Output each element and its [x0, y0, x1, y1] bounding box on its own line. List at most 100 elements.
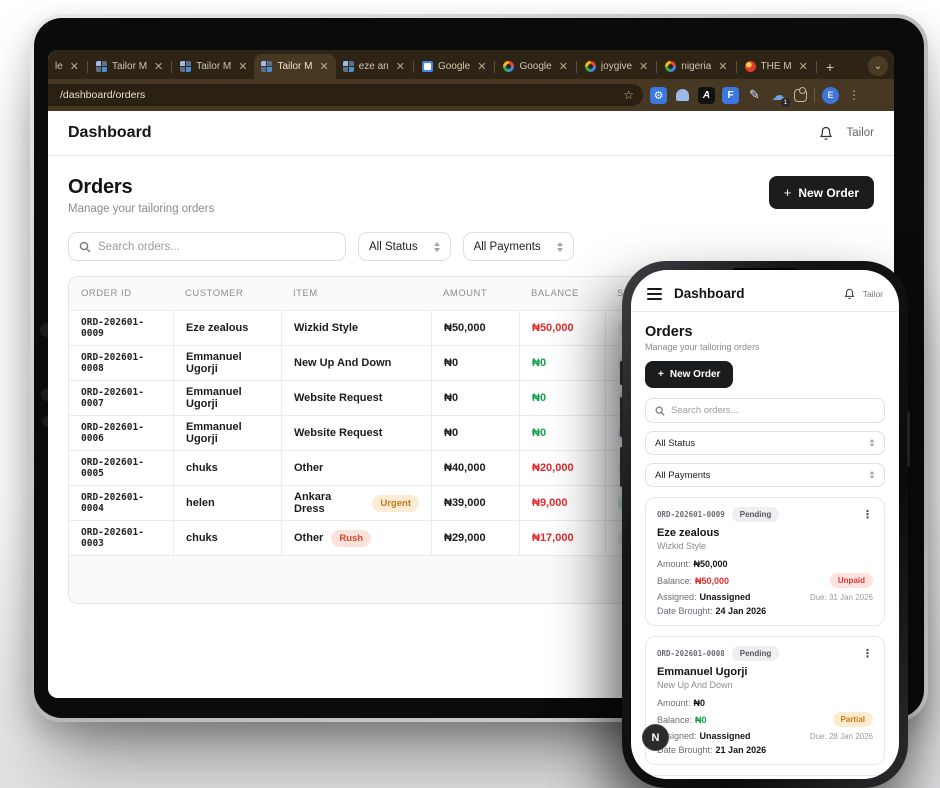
- phone-search-orders-input[interactable]: [645, 398, 885, 423]
- google-favicon: [584, 61, 596, 72]
- order-card[interactable]: ORD-202601-0008 Pending ⋮ Emmanuel Ugorj…: [645, 636, 885, 765]
- browser-tab-active[interactable]: Tailor M ✕: [254, 54, 336, 79]
- phone-payment-filter-select[interactable]: All Payments: [645, 463, 885, 487]
- nextjs-dev-indicator[interactable]: N: [642, 724, 669, 751]
- browser-tab[interactable]: joygive ✕: [578, 54, 655, 79]
- tailor-favicon: [261, 61, 273, 72]
- column-header-item[interactable]: ITEM: [293, 288, 318, 299]
- tab-separator: [815, 61, 817, 73]
- address-bar[interactable]: /dashboard/orders ☆: [48, 84, 643, 106]
- tab-close-icon[interactable]: ✕: [319, 61, 329, 73]
- extension-badge: 1: [781, 97, 790, 107]
- assigned-value: Unassigned: [699, 731, 751, 741]
- tab-label: joygive: [600, 61, 633, 72]
- column-header-order-id[interactable]: ORDER ID: [81, 288, 132, 299]
- phone-app-title: Dashboard: [674, 286, 745, 301]
- balance-value: ₦0: [519, 345, 605, 380]
- tab-close-icon[interactable]: ✕: [395, 61, 405, 73]
- extension-ghost-icon[interactable]: [674, 87, 691, 104]
- new-tab-button[interactable]: +: [825, 59, 835, 75]
- tab-label: THE M: [760, 61, 792, 72]
- phone-search-input[interactable]: [671, 405, 875, 416]
- tab-separator: [171, 61, 173, 73]
- phone-status-filter-select[interactable]: All Status: [645, 431, 885, 455]
- extension-f-icon[interactable]: F: [722, 86, 739, 104]
- card-menu-icon[interactable]: ⋮: [862, 648, 873, 660]
- page-title: Orders: [68, 176, 133, 198]
- extension-gear-icon[interactable]: ⚙: [650, 86, 667, 104]
- notifications-bell-icon[interactable]: [819, 126, 833, 141]
- tab-close-icon[interactable]: ✕: [154, 61, 164, 73]
- hamburger-menu-icon[interactable]: [647, 287, 662, 300]
- tab-close-icon[interactable]: ✕: [718, 61, 728, 73]
- assigned-label: Assigned:: [657, 731, 697, 741]
- item-name: Other: [294, 532, 324, 544]
- brought-label: Date Brought:: [657, 745, 713, 755]
- browser-tab[interactable]: Tailor M ✕: [173, 54, 254, 79]
- extension-cloud-icon[interactable]: ☁ 1: [770, 87, 790, 107]
- phone-new-order-button[interactable]: + New Order: [645, 361, 734, 388]
- phone-user-label[interactable]: Tailor: [862, 288, 883, 299]
- profile-avatar[interactable]: E: [822, 86, 839, 104]
- browser-tab[interactable]: eze an ✕: [336, 54, 412, 79]
- item-name: Website Request: [281, 380, 431, 415]
- browser-menu-icon[interactable]: ⋮: [848, 88, 860, 102]
- browser-tab[interactable]: le ✕: [48, 54, 86, 79]
- customer-name: Emmanuel Ugorji: [173, 345, 281, 380]
- toolbar-divider: [814, 88, 815, 102]
- tab-close-icon[interactable]: ✕: [798, 61, 808, 73]
- status-filter-select[interactable]: All Status: [358, 232, 451, 261]
- tab-search-chevron-icon[interactable]: ⌄: [868, 56, 888, 76]
- search-input[interactable]: [98, 240, 335, 253]
- phone-screen: Dashboard Tailor Orders Manage your tail…: [631, 270, 899, 779]
- order-id: ORD-202601-0008: [657, 649, 725, 658]
- select-chevrons-icon: [869, 471, 875, 479]
- tab-close-icon[interactable]: ✕: [69, 61, 80, 73]
- payment-filter-value: All Payments: [655, 469, 711, 481]
- tab-separator: [494, 61, 496, 73]
- new-order-button[interactable]: + New Order: [768, 176, 874, 209]
- bookmark-star-icon[interactable]: ☆: [623, 88, 634, 102]
- tab-close-icon[interactable]: ✕: [477, 61, 487, 73]
- tab-label: Google: [519, 61, 552, 72]
- extensions-icon[interactable]: [794, 86, 807, 102]
- payment-filter-select[interactable]: All Payments: [462, 232, 574, 261]
- phone-app-header: Dashboard Tailor: [631, 270, 899, 312]
- extension-pen-icon[interactable]: ✎: [749, 87, 760, 102]
- filter-row: All Status All Payments: [68, 232, 874, 261]
- url-text[interactable]: /dashboard/orders: [60, 89, 146, 101]
- search-icon: [655, 406, 665, 416]
- extension-a-icon[interactable]: A: [698, 86, 715, 104]
- column-header-customer[interactable]: CUSTOMER: [185, 288, 244, 299]
- column-header-balance[interactable]: BALANCE: [531, 288, 579, 299]
- tab-close-icon[interactable]: ✕: [558, 61, 568, 73]
- browser-tab[interactable]: nigeria ✕: [658, 54, 734, 79]
- tab-label: Google: [437, 61, 471, 72]
- phone-bell-icon[interactable]: [844, 288, 855, 300]
- customer-name: helen: [173, 485, 281, 520]
- user-label[interactable]: Tailor: [846, 127, 874, 139]
- column-header-amount[interactable]: AMOUNT: [443, 288, 488, 299]
- payment-filter-value: All Payments: [473, 240, 541, 253]
- amount-value: ₦0: [431, 345, 519, 380]
- payment-badge: Unpaid: [829, 573, 873, 588]
- app-title: Dashboard: [68, 124, 152, 141]
- search-orders-input[interactable]: [68, 232, 346, 261]
- order-card[interactable]: ORD-202601-0007 Pending ⋮ Emmanuel Ugorj…: [645, 775, 885, 779]
- tab-close-icon[interactable]: ✕: [238, 61, 248, 73]
- browser-tab[interactable]: Tailor M ✕: [89, 54, 170, 79]
- status-badge: Pending: [731, 646, 780, 661]
- browser-tab[interactable]: Google ✕: [415, 54, 493, 79]
- card-menu-icon[interactable]: ⋮: [862, 509, 873, 521]
- tab-close-icon[interactable]: ✕: [639, 61, 649, 73]
- order-id: ORD-202601-0004: [69, 485, 173, 520]
- eze-favicon: [342, 61, 354, 72]
- customer-name: Emmanuel Ugorji: [173, 415, 281, 450]
- order-card[interactable]: ORD-202601-0009 Pending ⋮ Eze zealous Wi…: [645, 497, 885, 626]
- brought-value: 24 Jan 2026: [715, 606, 767, 616]
- tab-separator: [656, 61, 658, 73]
- order-id: ORD-202601-0008: [69, 345, 173, 380]
- item-name: Wizkid Style: [657, 541, 707, 551]
- browser-tab[interactable]: THE M ✕: [738, 54, 815, 79]
- browser-tab[interactable]: Google ✕: [496, 54, 574, 79]
